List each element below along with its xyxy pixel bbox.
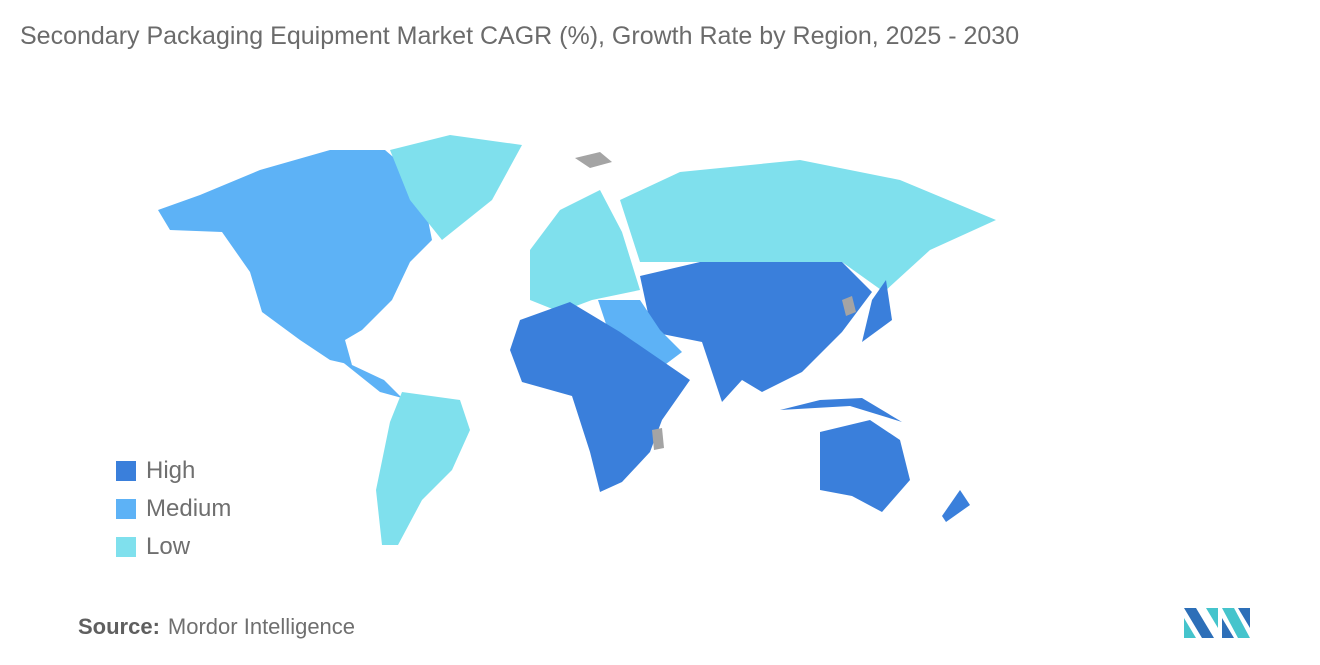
legend-swatch bbox=[116, 461, 136, 481]
region-russia bbox=[620, 160, 996, 292]
legend-item-low: Low bbox=[116, 528, 231, 566]
region-europe bbox=[530, 190, 640, 312]
legend-item-medium: Medium bbox=[116, 490, 231, 528]
region-africa bbox=[510, 302, 690, 492]
legend: High Medium Low bbox=[116, 452, 231, 566]
region-greenland bbox=[390, 135, 522, 240]
chart-title: Secondary Packaging Equipment Market CAG… bbox=[20, 22, 1020, 50]
region-south-america bbox=[376, 392, 470, 545]
legend-label: Low bbox=[146, 533, 191, 560]
source-label: Source: bbox=[78, 614, 160, 639]
region-no-data bbox=[575, 152, 856, 450]
mordor-logo bbox=[1184, 608, 1250, 638]
legend-item-high: High bbox=[116, 452, 231, 490]
legend-swatch bbox=[116, 499, 136, 519]
region-asia bbox=[640, 262, 970, 522]
source: Source: Mordor Intelligence bbox=[78, 614, 355, 640]
legend-swatch bbox=[116, 537, 136, 557]
region-north-america bbox=[158, 150, 432, 398]
legend-label: High bbox=[146, 457, 196, 484]
legend-label: Medium bbox=[146, 495, 232, 522]
source-value: Mordor Intelligence bbox=[167, 614, 356, 639]
